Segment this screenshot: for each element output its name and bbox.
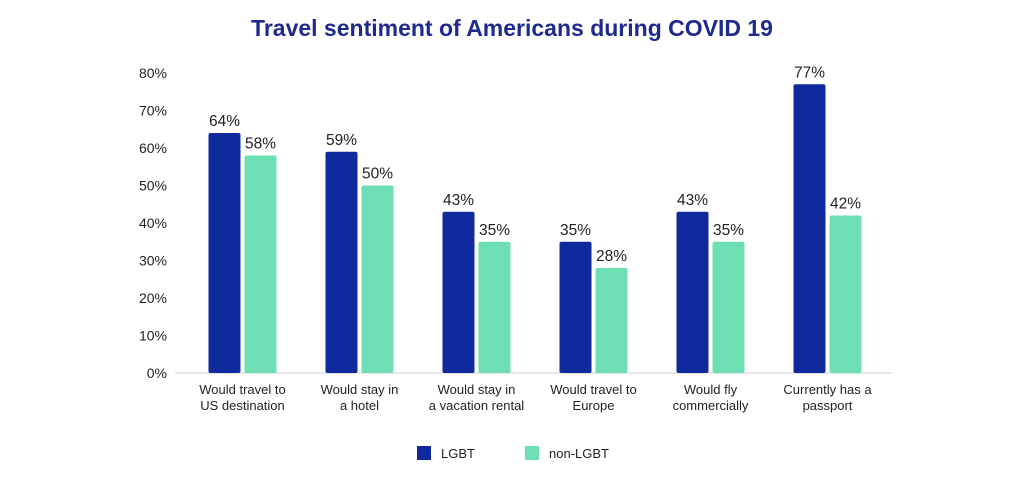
legend-swatch <box>417 446 431 460</box>
bar-non-lgbt <box>829 215 862 373</box>
data-label: 43% <box>443 192 474 209</box>
data-label: 59% <box>326 132 357 149</box>
bars: 64% 58% 59% 50% 43% 35% 35% 28% 43% 35% 77% 42% <box>208 64 862 373</box>
bar-lgbt <box>676 211 709 373</box>
data-label: 42% <box>830 196 861 213</box>
data-label: 35% <box>560 222 591 239</box>
x-category-label: Would stay in a vacation rental <box>429 382 525 413</box>
legend: LGBT non-LGBT <box>417 446 609 461</box>
legend-swatch <box>525 446 539 460</box>
y-tick-label: 10% <box>139 328 167 344</box>
bar-non-lgbt <box>478 241 511 373</box>
bar-non-lgbt <box>712 241 745 373</box>
x-category-label: Would fly commercially <box>673 382 749 413</box>
bar-lgbt <box>442 211 475 373</box>
bar-non-lgbt <box>244 155 277 373</box>
y-tick-label: 50% <box>139 178 167 194</box>
bar-non-lgbt <box>361 185 394 373</box>
bar-lgbt <box>325 151 358 373</box>
data-label: 64% <box>209 113 240 130</box>
chart-title: Travel sentiment of Americans during COV… <box>251 15 773 41</box>
y-tick-label: 30% <box>139 253 167 269</box>
data-label: 28% <box>596 248 627 265</box>
y-tick-label: 70% <box>139 103 167 119</box>
y-tick-label: 0% <box>147 365 167 381</box>
data-label: 58% <box>245 136 276 153</box>
bar-lgbt <box>208 133 241 373</box>
data-label: 35% <box>479 222 510 239</box>
data-label: 35% <box>713 222 744 239</box>
legend-label: non-LGBT <box>549 446 609 461</box>
x-axis: Would travel to US destination Would stay … <box>199 382 872 413</box>
y-tick-label: 20% <box>139 290 167 306</box>
data-label: 77% <box>794 64 825 81</box>
bar-non-lgbt <box>595 268 628 373</box>
data-label: 50% <box>362 166 393 183</box>
y-axis: 0% 10% 20% 30% 40% 50% 60% 70% 80% <box>139 65 167 381</box>
x-category-label: Would stay in a hotel <box>321 382 399 413</box>
x-category-label: Would travel to US destination <box>199 382 285 413</box>
bar-lgbt <box>793 84 826 373</box>
bar-lgbt <box>559 241 592 373</box>
x-category-label: Would travel to Europe <box>550 382 636 413</box>
y-tick-label: 60% <box>139 140 167 156</box>
x-category-label: Currently has a passport <box>783 382 872 413</box>
y-tick-label: 40% <box>139 215 167 231</box>
data-label: 43% <box>677 192 708 209</box>
legend-label: LGBT <box>441 446 475 461</box>
y-tick-label: 80% <box>139 65 167 81</box>
